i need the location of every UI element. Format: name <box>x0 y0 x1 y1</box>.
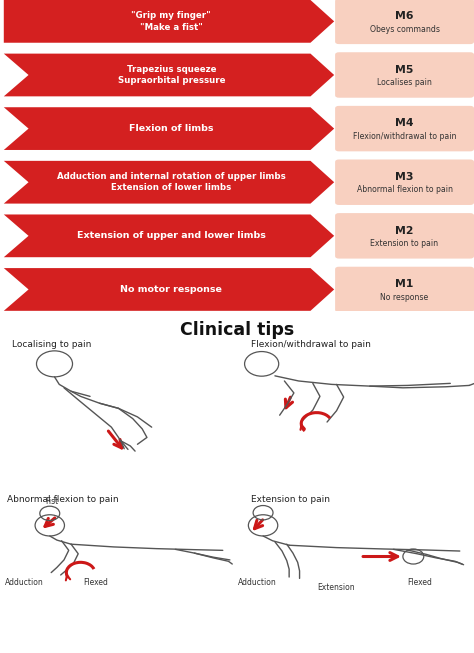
Text: Localises pain: Localises pain <box>377 78 432 88</box>
FancyBboxPatch shape <box>335 106 474 151</box>
Text: "Grip my finger"
"Make a fist": "Grip my finger" "Make a fist" <box>131 11 211 31</box>
Text: Clinical tips: Clinical tips <box>180 321 294 339</box>
Polygon shape <box>4 214 334 257</box>
Text: Flexed: Flexed <box>408 577 432 586</box>
Text: Adduction: Adduction <box>5 577 44 586</box>
Text: Adduction and internal rotation of upper limbs
Extension of lower limbs: Adduction and internal rotation of upper… <box>57 172 286 193</box>
Text: M6: M6 <box>395 11 414 22</box>
Text: Adduction: Adduction <box>238 577 277 586</box>
Text: No motor response: No motor response <box>120 285 222 294</box>
Text: Flexed: Flexed <box>83 577 108 586</box>
Text: Abnormal flexion to pain: Abnormal flexion to pain <box>356 185 453 195</box>
Text: Extension to pain: Extension to pain <box>251 495 330 504</box>
Text: Flexion/withdrawal to pain: Flexion/withdrawal to pain <box>353 132 456 141</box>
FancyBboxPatch shape <box>335 213 474 259</box>
Text: Obeys commands: Obeys commands <box>370 25 439 33</box>
FancyBboxPatch shape <box>335 266 474 312</box>
Text: Extension of upper and lower limbs: Extension of upper and lower limbs <box>77 231 266 240</box>
FancyBboxPatch shape <box>335 52 474 98</box>
Text: Abnormal flexion to pain: Abnormal flexion to pain <box>7 495 118 504</box>
Text: M4: M4 <box>395 118 414 129</box>
Polygon shape <box>4 54 334 97</box>
Text: M2: M2 <box>395 226 414 236</box>
Text: Localising to pain: Localising to pain <box>12 340 91 349</box>
Text: Trapezius squeeze
Supraorbital pressure: Trapezius squeeze Supraorbital pressure <box>118 65 225 85</box>
Text: Flexion of limbs: Flexion of limbs <box>129 124 214 133</box>
Text: Flexion/withdrawal to pain: Flexion/withdrawal to pain <box>251 340 371 349</box>
Polygon shape <box>4 161 334 204</box>
Text: Fist: Fist <box>45 497 58 506</box>
Text: M1: M1 <box>395 279 414 289</box>
Polygon shape <box>4 107 334 150</box>
Text: M5: M5 <box>395 65 414 75</box>
Text: Extension: Extension <box>318 582 355 592</box>
FancyBboxPatch shape <box>335 159 474 205</box>
Text: Extension to pain: Extension to pain <box>371 239 438 248</box>
Text: M3: M3 <box>395 172 414 182</box>
Text: No response: No response <box>381 293 428 302</box>
FancyBboxPatch shape <box>335 0 474 44</box>
Polygon shape <box>4 0 334 42</box>
Polygon shape <box>4 268 334 311</box>
